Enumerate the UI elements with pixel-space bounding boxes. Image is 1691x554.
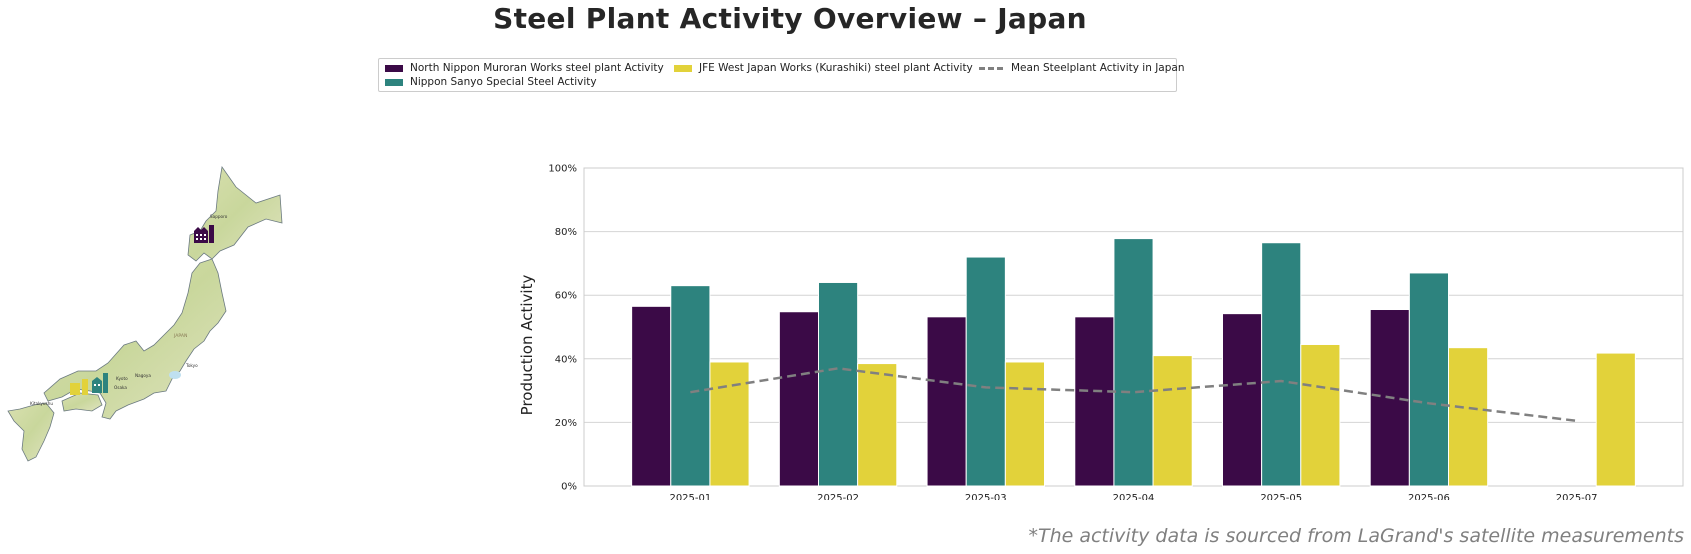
y-tick-label: 40%	[555, 354, 577, 365]
legend-label-muroran: North Nippon Muroran Works steel plant A…	[410, 62, 664, 74]
x-tick-label: 2025-03	[965, 493, 1007, 500]
factory-icon-muroran	[194, 225, 214, 243]
bar	[1261, 242, 1302, 487]
hokkaido-island	[187, 165, 283, 262]
legend-line-mean	[979, 66, 1003, 70]
x-tick-label: 2025-01	[669, 493, 711, 500]
x-tick-label: 2025-06	[1408, 493, 1450, 500]
y-tick-label: 0%	[561, 482, 577, 493]
x-tick-label: 2025-04	[1113, 493, 1155, 500]
x-tick-label: 2025-07	[1556, 493, 1598, 500]
x-tick-label: 2025-02	[817, 493, 859, 500]
bar-chart-svg: 0% 20% 40% 60% 80% 100% 2025-01 2025-02 2025-03 2…	[548, 164, 1684, 504]
mean-activity-line	[690, 367, 1577, 423]
map-label-kitakyushu: Kitakyushu	[30, 401, 53, 406]
bar	[1300, 343, 1341, 487]
bar	[1152, 355, 1193, 487]
bar-chart: 0% 20% 40% 60% 80% 100% 2025-01 2025-02 2025-03 2…	[520, 160, 1691, 504]
legend-item-muroran: North Nippon Muroran Works steel plant A…	[385, 62, 664, 74]
legend-swatch-kurashiki	[674, 64, 692, 72]
bar	[1221, 313, 1263, 487]
y-tick-label: 100%	[548, 164, 577, 175]
legend: North Nippon Muroran Works steel plant A…	[378, 58, 1185, 92]
factory-icon-kurashiki	[70, 379, 88, 395]
bar	[1113, 238, 1154, 487]
legend-label-sanyo: Nippon Sanyo Special Steel Activity	[410, 76, 597, 88]
map-label-osaka: Osaka	[114, 385, 127, 390]
map-label-kyoto: Kyoto	[116, 376, 128, 381]
bar	[1595, 352, 1636, 487]
legend-swatch-sanyo	[385, 78, 403, 86]
bar	[631, 305, 672, 487]
map-city-labels: Sapporo JAPAN Tokyo Osaka Kyoto Nagoya K…	[30, 214, 228, 406]
legend-item-mean: Mean Steelplant Activity in Japan	[979, 62, 1185, 74]
bar	[709, 361, 750, 487]
bar	[857, 363, 898, 487]
chart-title: Steel Plant Activity Overview – Japan	[493, 2, 1087, 35]
factory-icon-sanyo	[92, 373, 108, 393]
bar	[817, 281, 859, 487]
map-label-sapporo: Sapporo	[210, 214, 228, 219]
bar	[1448, 347, 1489, 487]
kyushu-island	[7, 402, 55, 462]
x-tick-label: 2025-05	[1260, 493, 1302, 500]
legend-label-kurashiki: JFE West Japan Works (Kurashiki) steel p…	[699, 62, 973, 74]
japan-map: Sapporo JAPAN Tokyo Osaka Kyoto Nagoya K…	[4, 165, 290, 491]
shikoku-island	[61, 392, 103, 412]
y-tick-label: 80%	[555, 227, 577, 238]
footnote: *The activity data is sourced from LaGra…	[1028, 525, 1684, 547]
legend-label-mean: Mean Steelplant Activity in Japan	[1011, 62, 1185, 74]
y-tick-label: 20%	[555, 418, 577, 429]
legend-item-kurashiki: JFE West Japan Works (Kurashiki) steel p…	[674, 62, 973, 74]
bar	[670, 285, 711, 487]
bar	[926, 316, 967, 487]
bar	[778, 311, 819, 487]
legend-item-sanyo: Nippon Sanyo Special Steel Activity	[385, 76, 597, 88]
bar	[1074, 316, 1115, 487]
map-label-tokyo: Tokyo	[185, 363, 198, 368]
map-label-nagoya: Nagoya	[135, 373, 151, 378]
bar	[1004, 361, 1046, 487]
y-tick-label: 60%	[555, 291, 577, 302]
bar	[965, 256, 1006, 487]
map-label-japan: JAPAN	[173, 333, 187, 339]
legend-swatch-muroran	[385, 64, 403, 72]
japan-map-svg: Sapporo JAPAN Tokyo Osaka Kyoto Nagoya K…	[7, 165, 283, 462]
tokyo-bay	[169, 371, 181, 379]
honshu-island	[43, 258, 227, 420]
bar	[1408, 272, 1450, 487]
